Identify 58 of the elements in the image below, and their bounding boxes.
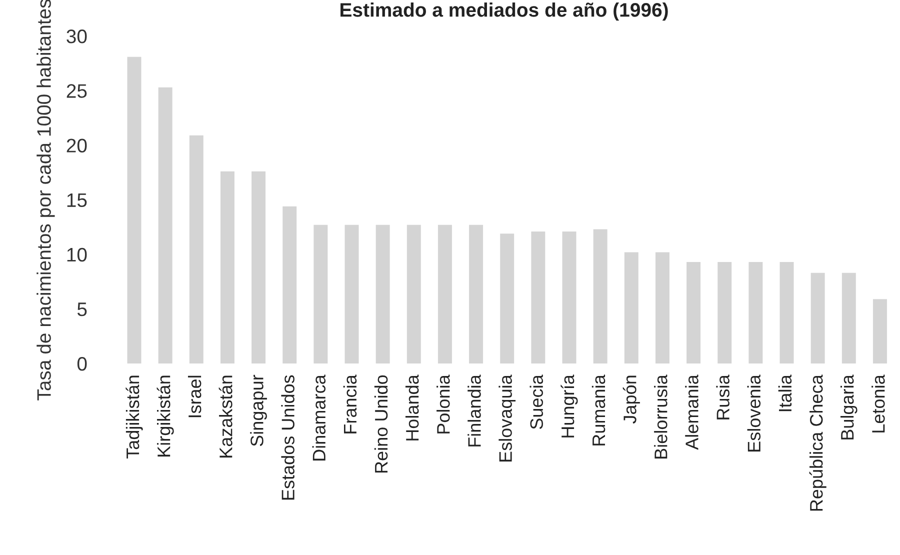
y-tick-label: 15 xyxy=(67,193,87,208)
x-tick-label: Singapur xyxy=(250,374,267,446)
bar xyxy=(624,252,638,364)
bar xyxy=(406,224,421,364)
x-tick-label: Bielorrusia xyxy=(654,374,668,458)
x-tick-label: Polonia xyxy=(436,374,450,434)
x-tick-label: Suecia xyxy=(530,374,544,430)
x-tick-label: Dinamarca xyxy=(312,374,326,460)
bar xyxy=(282,206,297,364)
y-tick-label: 0 xyxy=(77,356,87,371)
chart-title: Estimado a mediados de año (1996) xyxy=(340,2,668,21)
bar xyxy=(469,224,484,364)
bar xyxy=(438,224,452,364)
x-tick-label: Letonia xyxy=(872,374,885,432)
bar xyxy=(158,87,172,364)
bar xyxy=(718,262,732,364)
x-tick-label: Estados Unidos xyxy=(281,375,294,500)
x-tick-label: Kazakstán xyxy=(218,376,232,458)
bar xyxy=(220,171,234,364)
bar xyxy=(748,262,763,364)
bar xyxy=(686,262,701,364)
x-tick-label: Eslovenia xyxy=(747,374,761,452)
x-tick-label: Eslovaquia xyxy=(498,374,516,462)
x-tick-label: Finlandia xyxy=(468,374,481,446)
x-tick-label: Italia xyxy=(778,374,792,412)
y-tick-label: 20 xyxy=(66,138,87,152)
x-tick-label: Holanda xyxy=(405,374,419,440)
bar xyxy=(810,272,825,364)
x-tick-label: Tadjikistán xyxy=(126,376,143,459)
bar xyxy=(376,224,390,364)
bar xyxy=(531,231,546,364)
x-tick-label: Reino Unido xyxy=(374,375,388,473)
bar xyxy=(593,229,608,364)
y-tick-label: 25 xyxy=(66,84,87,98)
x-tick-label: Francia xyxy=(343,374,357,434)
bar xyxy=(780,262,794,364)
bar xyxy=(127,56,142,364)
y-tick-label: 10 xyxy=(67,248,87,262)
bar xyxy=(562,231,576,364)
y-tick-label: 5 xyxy=(77,302,87,316)
x-tick-label: Rusia xyxy=(716,374,730,420)
bar xyxy=(655,252,670,364)
x-tick-label: República Checa xyxy=(809,374,826,511)
bar xyxy=(500,234,514,364)
bar xyxy=(252,171,266,364)
bar xyxy=(842,272,856,364)
bar xyxy=(344,224,359,364)
x-tick-label: Alemania xyxy=(685,374,698,450)
x-tick-label: Kirgikistán xyxy=(156,376,174,456)
x-tick-label: Hungría xyxy=(560,374,578,438)
x-tick-label: Rumania xyxy=(592,374,606,446)
bar xyxy=(314,224,328,364)
bar xyxy=(189,135,204,364)
y-tick-label: 30 xyxy=(66,30,87,44)
x-tick-label: Israel xyxy=(188,376,202,418)
x-tick-label: Bulgaria xyxy=(840,374,858,440)
x-tick-label: Japón xyxy=(622,376,640,424)
bar xyxy=(872,299,887,364)
